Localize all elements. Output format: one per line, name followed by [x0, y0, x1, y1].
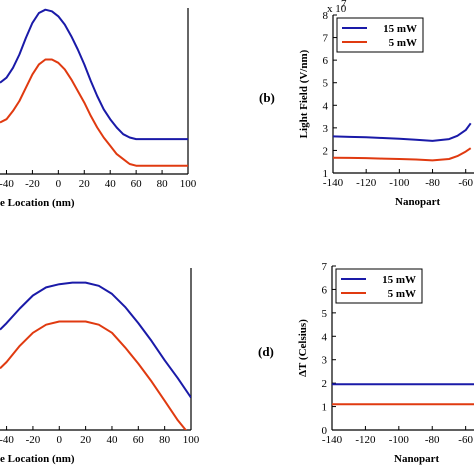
series-line-red — [0, 320, 187, 430]
chart-panel-c: -40 -20 0 20 40 60 80 100 e Location (nm) — [0, 268, 200, 465]
series-line-15-mw — [333, 122, 472, 142]
x-tick-label: 40 — [106, 434, 118, 446]
chart-panel-b: -140 -120 -100 -80 -60 1 2 3 4 5 6 7 8 Nanopart Light … — [259, 0, 474, 208]
y-tick-label: 7 — [323, 33, 329, 45]
y-tick-label: 4 — [322, 331, 328, 343]
series-line-blue — [0, 8, 188, 141]
x-axis-label: Nanopart — [395, 196, 441, 208]
series-line-5-mw — [333, 147, 472, 162]
x-tick-label: -60 — [458, 434, 473, 446]
x-tick-label: -100 — [389, 434, 410, 446]
y-tick-label: 6 — [322, 284, 328, 296]
x-axis-label: Nanopart — [394, 453, 440, 465]
x-tick-label: 80 — [157, 178, 169, 190]
y-tick-label: 3 — [322, 355, 328, 367]
y-tick-label: 1 — [323, 168, 329, 180]
x-tick-label: -100 — [389, 177, 410, 189]
y-tick-label: 7 — [322, 261, 328, 273]
x-tick-label: 100 — [183, 434, 200, 446]
x-tick-label: -120 — [356, 177, 377, 189]
series-line-red — [0, 58, 188, 167]
y-tick-label: 3 — [323, 123, 329, 135]
plot-area — [333, 122, 472, 162]
x-tick-label: 0 — [57, 434, 63, 446]
panel-label: (b) — [259, 90, 275, 105]
x-tick-label: -80 — [425, 434, 440, 446]
x-tick-label: 100 — [180, 178, 197, 190]
x-tick-label: -120 — [355, 434, 376, 446]
y-axis-label: ΔT (Celsius) — [297, 319, 309, 377]
x-tick-label: -80 — [425, 177, 440, 189]
legend: 15 mW 5 mW — [336, 17, 424, 53]
x-tick-label: 0 — [56, 178, 62, 190]
x-tick-label: -20 — [26, 434, 41, 446]
legend: 15 mW 5 mW — [335, 268, 423, 304]
x-tick-label: -140 — [323, 177, 344, 189]
x-axis-label: e Location (nm) — [0, 197, 75, 209]
y-tick-label: 2 — [323, 145, 329, 157]
legend-entry: 15 mW — [382, 274, 416, 286]
plot-area — [332, 383, 474, 406]
x-tick-label: 60 — [131, 178, 143, 190]
y-tick-label: 5 — [323, 78, 329, 90]
x-tick-label: 60 — [133, 434, 145, 446]
chart-panel-a: -40 -20 0 20 40 60 80 100 e Location (nm) — [0, 8, 197, 209]
legend-entry: 5 mW — [389, 37, 417, 49]
panel-label: (d) — [258, 344, 274, 359]
y-exponent-power: 7 — [341, 0, 347, 10]
x-tick-label: 20 — [80, 434, 92, 446]
plot-area — [0, 8, 188, 167]
x-tick-label: -60 — [458, 177, 473, 189]
y-tick-label: 8 — [323, 10, 329, 22]
x-tick-label: -40 — [0, 178, 14, 190]
legend-entry: 5 mW — [388, 288, 416, 300]
series-line-blue — [0, 281, 191, 399]
y-tick-label: 6 — [323, 55, 329, 67]
x-axis-label: e Location (nm) — [0, 453, 75, 465]
plot-area — [0, 281, 191, 430]
y-exponent-label: x 10 — [327, 3, 347, 15]
x-tick-label: -20 — [25, 178, 40, 190]
y-tick-label: 4 — [323, 100, 329, 112]
x-tick-label: 20 — [79, 178, 91, 190]
y-axis-label: Light Field (V/nm) — [298, 49, 310, 138]
legend-entry: 15 mW — [383, 23, 417, 35]
y-tick-label: 1 — [322, 402, 328, 414]
chart-panel-d: -140 -120 -100 -80 -60 0 1 2 3 4 5 6 7 Nanopart ΔT (Ce… — [258, 261, 474, 465]
x-tick-label: 80 — [159, 434, 171, 446]
x-tick-label: 40 — [105, 178, 117, 190]
legend-box — [335, 268, 423, 304]
y-tick-label: 5 — [322, 308, 328, 320]
x-tick-label: -40 — [0, 434, 14, 446]
x-tick-label: -140 — [322, 434, 343, 446]
legend-box — [336, 17, 424, 53]
y-tick-label: 2 — [322, 378, 328, 390]
y-tick-label: 0 — [322, 425, 328, 437]
